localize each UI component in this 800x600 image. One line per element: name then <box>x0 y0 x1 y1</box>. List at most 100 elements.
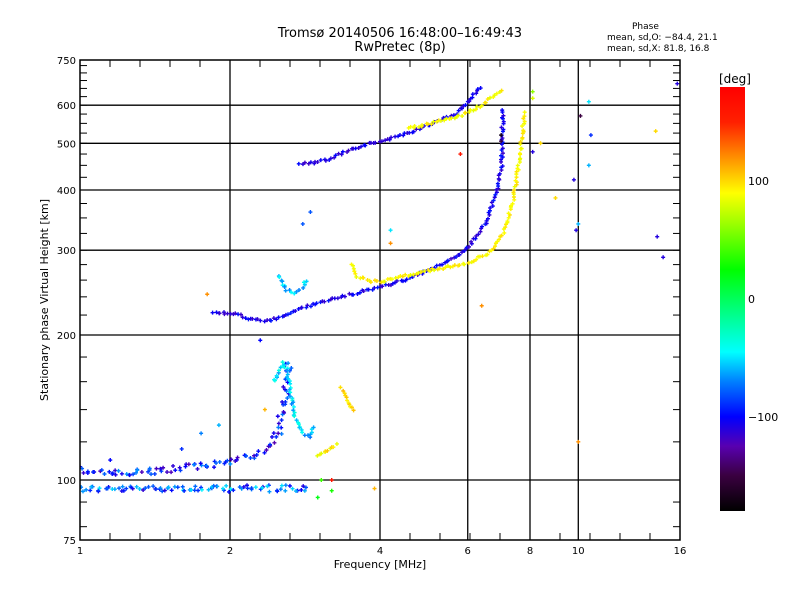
data-point <box>491 246 496 251</box>
data-point <box>538 141 543 146</box>
data-point <box>389 135 394 140</box>
data-point <box>281 409 286 414</box>
data-point <box>292 291 297 296</box>
data-point <box>279 418 284 423</box>
data-point <box>351 408 356 413</box>
data-point <box>445 258 450 263</box>
data-point <box>294 418 299 423</box>
data-point <box>134 470 139 475</box>
data-point <box>522 110 527 115</box>
data-point <box>350 263 355 268</box>
data-point <box>206 487 211 492</box>
data-point <box>220 486 225 491</box>
data-point <box>280 399 285 404</box>
data-point <box>274 373 279 378</box>
data-point <box>212 465 217 470</box>
data-point <box>518 156 523 161</box>
colorbar-ticks: 100 0 −100 <box>748 175 778 424</box>
data-point <box>383 138 388 143</box>
data-point <box>252 453 257 458</box>
data-point <box>225 458 230 463</box>
data-point <box>466 244 471 249</box>
data-point <box>154 466 159 471</box>
data-point <box>282 284 287 289</box>
data-point <box>294 289 299 294</box>
data-point <box>571 177 576 182</box>
data-point <box>456 108 461 113</box>
data-point <box>520 124 525 129</box>
data-point <box>353 271 358 276</box>
data-point <box>124 472 129 477</box>
data-point <box>256 449 261 454</box>
x-axis-label: Frequency [MHz] <box>334 558 426 571</box>
data-point <box>361 275 366 280</box>
data-point <box>293 308 298 313</box>
data-point <box>372 285 377 290</box>
data-point <box>159 469 164 474</box>
data-point <box>576 221 581 226</box>
data-point <box>308 160 313 165</box>
data-point <box>361 289 366 294</box>
data-point <box>357 290 362 295</box>
data-point <box>297 425 302 430</box>
data-point <box>304 305 309 310</box>
data-point <box>204 463 209 468</box>
data-point <box>530 89 535 94</box>
data-point <box>271 316 276 321</box>
data-point <box>290 398 295 403</box>
data-point <box>262 319 267 324</box>
data-point <box>113 468 118 473</box>
data-point <box>372 486 377 491</box>
data-point <box>80 489 85 494</box>
data-point <box>458 152 463 157</box>
data-point <box>359 144 364 149</box>
data-point <box>342 294 347 299</box>
data-point <box>346 148 351 153</box>
data-point <box>506 211 511 216</box>
data-point <box>334 441 339 446</box>
data-point <box>276 315 281 320</box>
data-point <box>586 163 591 168</box>
data-point <box>137 486 142 491</box>
data-point <box>299 305 304 310</box>
data-point <box>459 106 464 111</box>
data-point <box>394 278 399 283</box>
data-point <box>217 311 222 316</box>
data-point <box>474 91 479 96</box>
data-point <box>272 440 277 445</box>
data-point <box>245 486 250 491</box>
x-tick-label: 4 <box>377 546 383 557</box>
chart-title: Tromsø 20140506 16:48:00–16:49:43 <box>277 26 523 41</box>
data-point <box>429 122 434 127</box>
data-point <box>91 470 96 475</box>
data-point <box>173 468 178 473</box>
data-point <box>231 488 236 493</box>
data-point <box>329 488 334 493</box>
data-point <box>254 452 259 457</box>
data-point <box>315 453 320 458</box>
data-point <box>166 485 171 490</box>
data-point <box>300 430 305 435</box>
data-point <box>85 471 90 476</box>
data-point <box>411 272 416 277</box>
data-point <box>285 396 290 401</box>
data-point <box>340 293 345 298</box>
data-point <box>283 288 288 293</box>
data-point <box>158 466 163 471</box>
data-point <box>351 292 356 297</box>
data-point <box>199 431 204 436</box>
data-point <box>368 280 373 285</box>
data-point <box>243 316 248 321</box>
data-point <box>107 469 112 474</box>
data-point <box>422 269 427 274</box>
data-point <box>285 372 290 377</box>
data-point <box>347 291 352 296</box>
data-point <box>196 488 201 493</box>
data-point <box>287 394 292 399</box>
data-point <box>380 284 385 289</box>
colorbar-tick-label: 0 <box>748 293 755 306</box>
y-axis-label: Stationary phase Virtual Height [km] <box>38 199 51 401</box>
data-point <box>193 484 198 489</box>
data-point <box>476 232 481 237</box>
data-point <box>308 210 313 215</box>
